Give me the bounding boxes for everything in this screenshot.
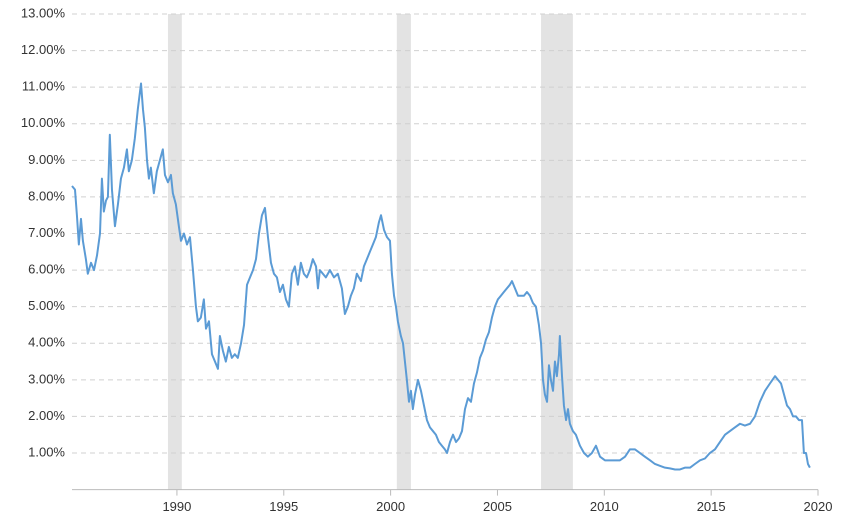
- y-tick-label: 13.00%: [21, 5, 66, 20]
- y-tick-label: 8.00%: [28, 188, 65, 203]
- shaded-range: [396, 14, 411, 490]
- shaded-range: [167, 14, 182, 490]
- y-tick-label: 11.00%: [22, 79, 66, 94]
- y-tick-label: 1.00%: [28, 444, 65, 459]
- y-tick-label: 5.00%: [28, 298, 65, 313]
- y-tick-label: 4.00%: [28, 335, 65, 350]
- y-tick-label: 6.00%: [28, 262, 65, 277]
- x-tick-label: 2020: [804, 499, 833, 514]
- x-tick-label: 2005: [483, 499, 512, 514]
- y-tick-label: 7.00%: [28, 225, 65, 240]
- y-tick-label: 2.00%: [28, 408, 65, 423]
- y-tick-label: 10.00%: [21, 115, 66, 130]
- x-tick-label: 2010: [590, 499, 619, 514]
- x-tick-label: 1995: [269, 499, 298, 514]
- x-tick-label: 1990: [162, 499, 191, 514]
- data-line: [71, 82, 811, 471]
- shaded-range: [541, 14, 573, 490]
- y-tick-label: 12.00%: [21, 42, 66, 57]
- y-tick-label: 3.00%: [28, 371, 65, 386]
- y-tick-label: 9.00%: [28, 152, 65, 167]
- x-tick-label: 2000: [376, 499, 405, 514]
- x-tick-label: 2015: [697, 499, 726, 514]
